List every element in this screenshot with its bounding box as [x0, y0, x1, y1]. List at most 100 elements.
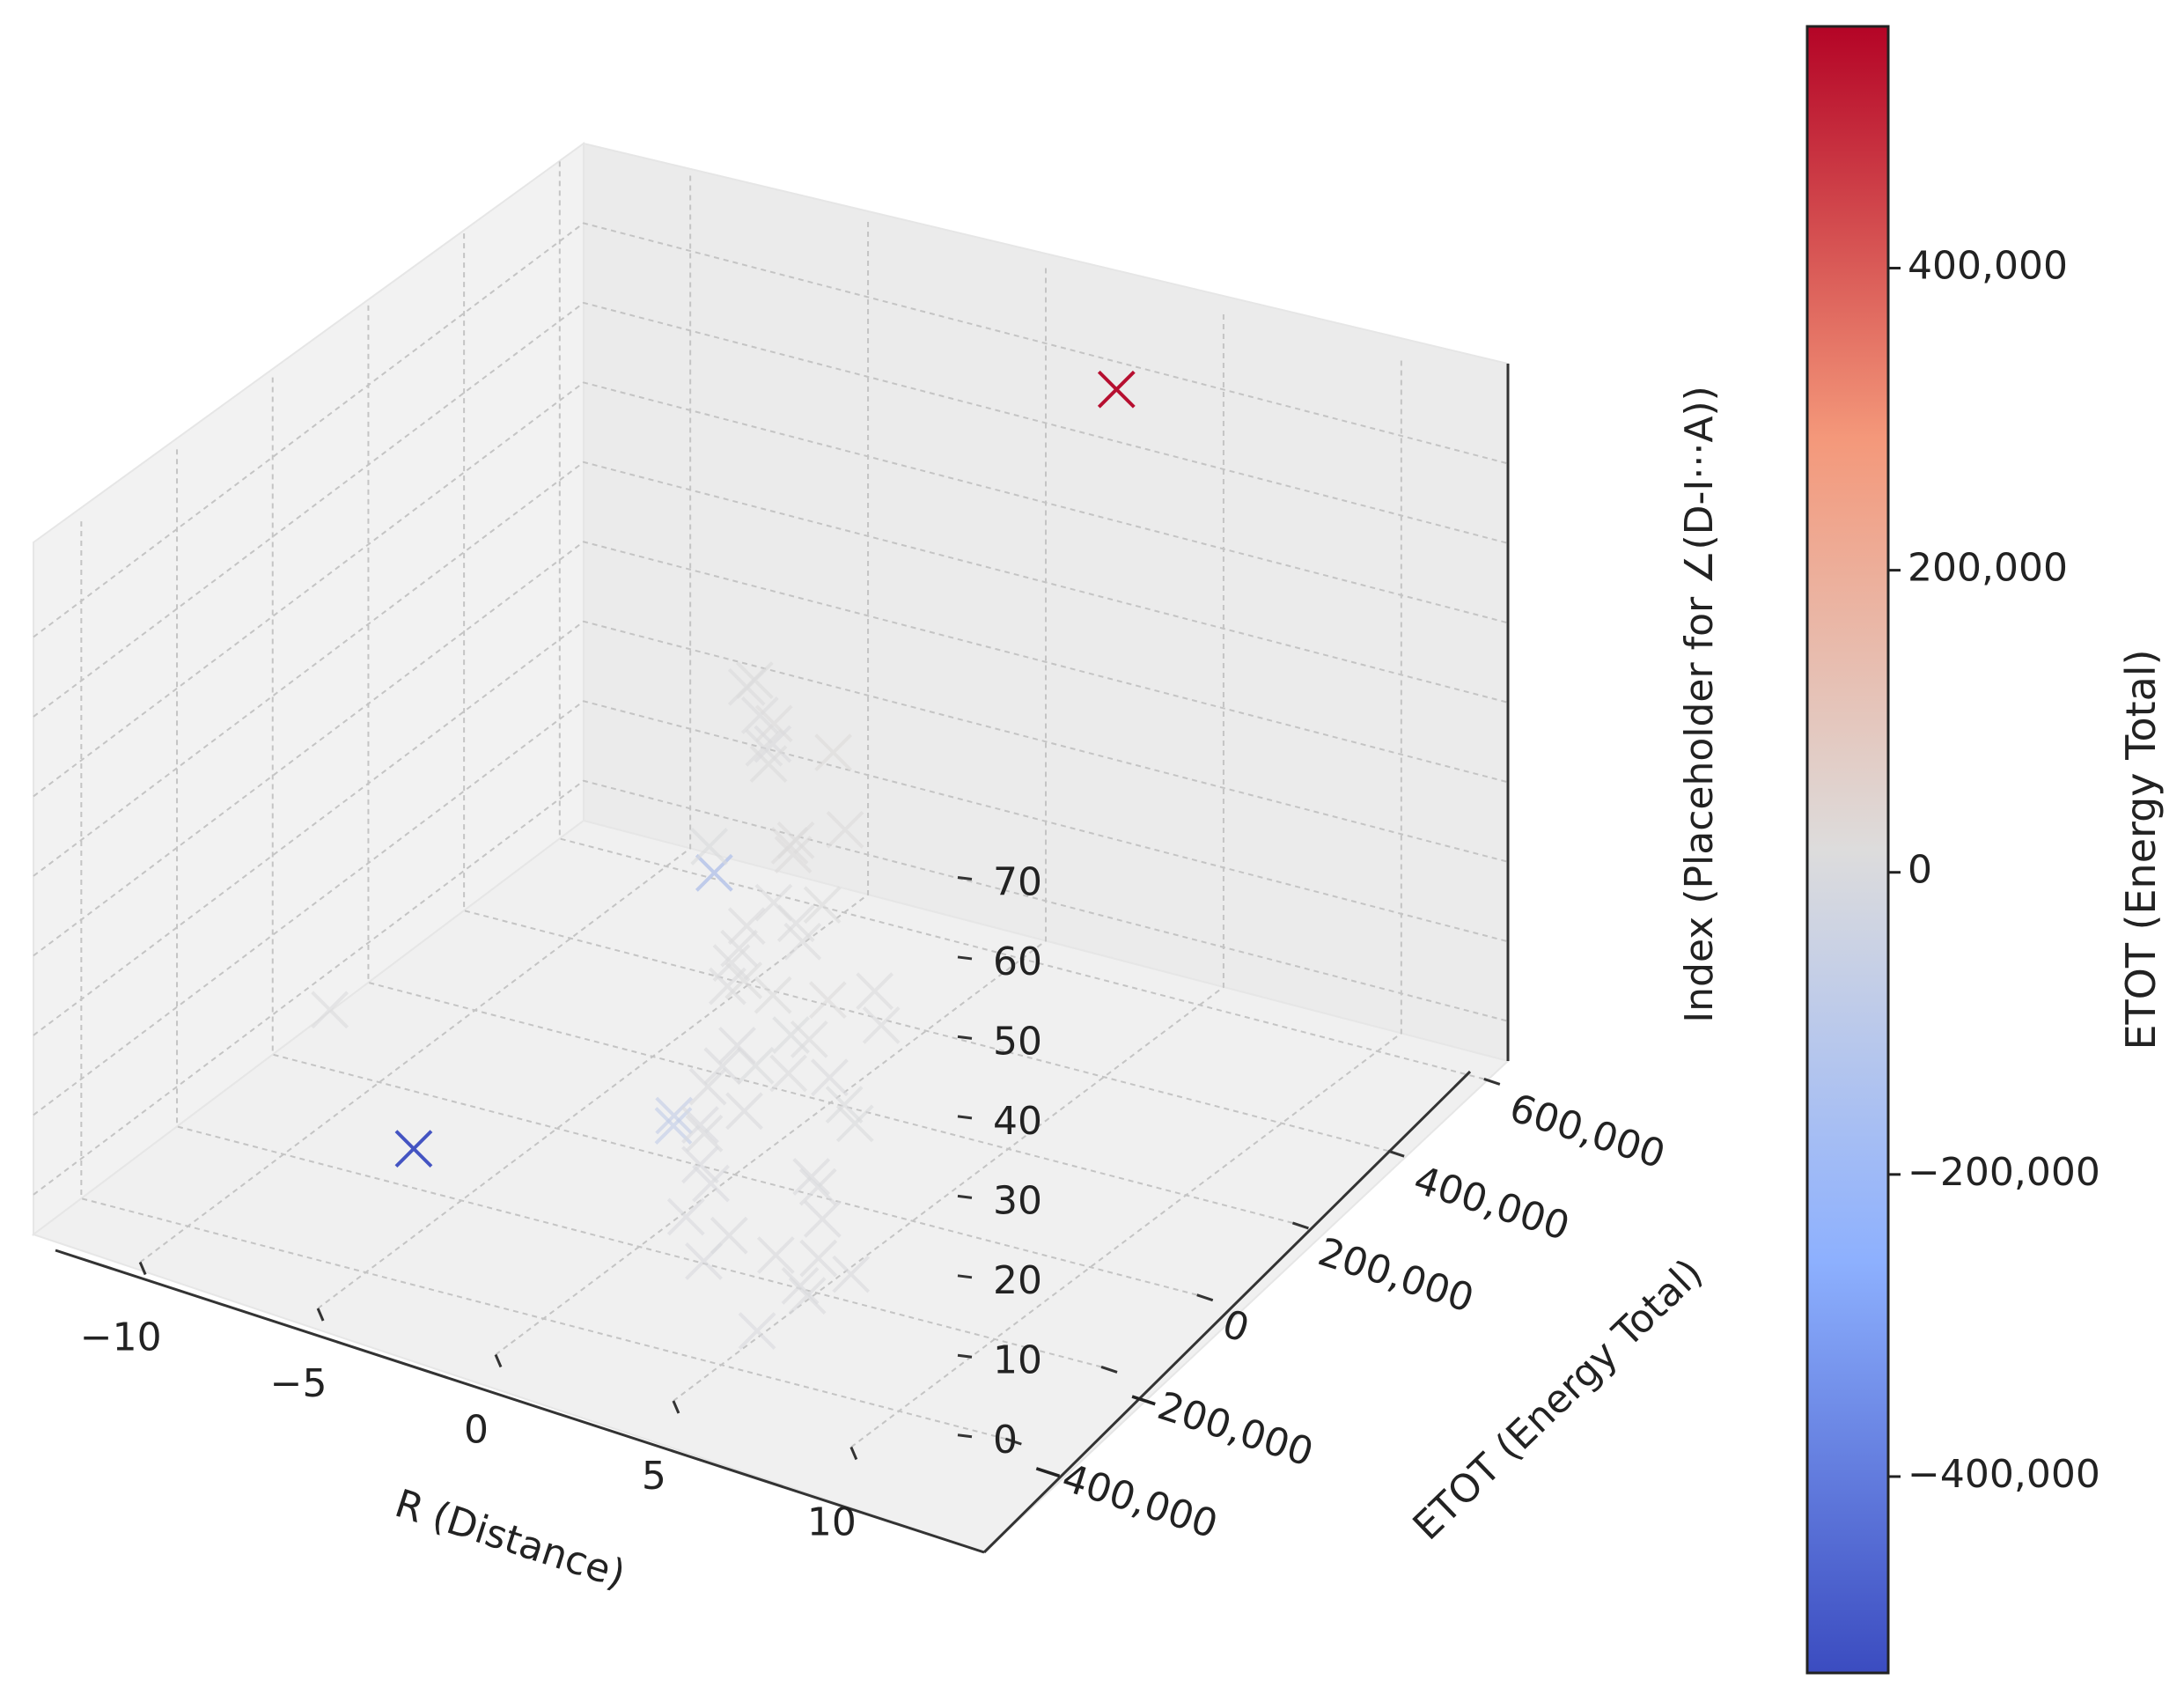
scatter-point [666, 1197, 705, 1236]
y-tick-mark [1100, 1365, 1118, 1374]
grid-line-z [33, 541, 1509, 957]
scatter-point [825, 1086, 864, 1124]
grid-line-x [673, 310, 1224, 1402]
scatter-point [835, 1104, 874, 1143]
x-tick-mark [138, 1261, 147, 1276]
grid-line-x [317, 217, 870, 1309]
x-tick-label: 10 [807, 1500, 857, 1545]
scatter-point [688, 1067, 727, 1106]
grid-line-z [33, 301, 1509, 718]
scatter-point [826, 810, 864, 849]
scatter-point [832, 1255, 871, 1293]
z-tick-label: 20 [993, 1258, 1042, 1303]
grid-line-z [33, 779, 1509, 1196]
z-tick-mark [957, 1274, 973, 1279]
z-tick-mark [957, 875, 973, 880]
x-axis-line [55, 1249, 985, 1554]
scatter-point [681, 1146, 719, 1184]
scatter-point [690, 828, 729, 866]
panes [31, 142, 1511, 1554]
y-tick-label: 600,000 [1504, 1086, 1671, 1178]
grid-line-z [33, 700, 1509, 1116]
grid-line-z [33, 222, 1509, 638]
colorbar-tick-label: 400,000 [1908, 243, 2068, 288]
colorbar-ticks: −400,000 −200,000 0 200,000 400,000 [1888, 243, 2100, 1497]
z-tick-label: 60 [993, 939, 1042, 984]
z-tick-label: 10 [993, 1337, 1042, 1382]
scatter-point [738, 1312, 776, 1350]
scatter-point [655, 1096, 694, 1135]
scatter-point [781, 1266, 820, 1305]
scatter-point [756, 1236, 795, 1274]
z-tick-mark [957, 1035, 973, 1040]
scatter-point [727, 907, 766, 946]
scatter-point [692, 1164, 730, 1203]
grid-line-x [139, 171, 692, 1264]
y-tick-mark [1387, 1149, 1405, 1158]
x-tick-label: −5 [270, 1361, 327, 1406]
z-tick-mark [957, 1353, 973, 1359]
scatter-point [790, 1020, 828, 1058]
colorbar-tick-label: 0 [1908, 848, 1932, 893]
colorbar: −400,000 −200,000 0 200,000 400,000 ETOT (En… [1805, 25, 2165, 1675]
x-tick-mark [316, 1308, 325, 1322]
z-tick-mark [957, 955, 973, 961]
z-tick-label: 0 [993, 1418, 1018, 1463]
x-axis-title: R (Distance) [390, 1481, 631, 1597]
x-tick-label: 5 [642, 1454, 666, 1499]
scatter-point [685, 1242, 723, 1280]
y-tick-mark [1004, 1437, 1022, 1446]
scatter-point [1097, 370, 1136, 409]
z-tick-label: 40 [993, 1099, 1042, 1144]
grid-lines [33, 161, 1509, 1448]
scatter-point [774, 836, 813, 873]
y-tick-label: 400,000 [1408, 1158, 1575, 1250]
colorbar-title: ETOT (Energy Total) [2117, 649, 2165, 1050]
z-tick-mark [957, 1115, 973, 1120]
scatter-point [811, 1058, 849, 1097]
scatter-point [681, 1106, 719, 1145]
scatter-point [745, 728, 783, 767]
y-tick-label: −400,000 [1026, 1446, 1223, 1548]
grid-line-z [33, 381, 1509, 798]
scatter-point [803, 886, 842, 925]
z-tick-label: 30 [993, 1178, 1042, 1223]
grid-line-y [558, 161, 1485, 1080]
colorbar-tick-label: 200,000 [1908, 546, 2068, 591]
scatter-point [703, 1047, 742, 1086]
z-tick-mark [957, 1433, 973, 1439]
y-tick-label: 200,000 [1313, 1229, 1479, 1322]
scatter-point [792, 1158, 831, 1196]
scatter-point [394, 1130, 433, 1168]
scatter-point [808, 981, 847, 1020]
scatter-point [311, 991, 349, 1029]
scatter-point [712, 944, 751, 982]
grid-line-y [367, 305, 1293, 1224]
y-tick-mark [1291, 1221, 1309, 1230]
scatter-point [754, 976, 792, 1014]
colorbar-tick-label: −200,000 [1908, 1150, 2100, 1195]
z-tick-mark [957, 1194, 973, 1199]
z-axis-title: Index (Placeholder for ∠(D-I···A)) [1677, 386, 1722, 1023]
scatter-point [856, 972, 894, 1011]
scatter-point [783, 922, 822, 961]
x-tick-mark [494, 1353, 503, 1368]
z-tick-label: 50 [993, 1019, 1042, 1064]
grid-line-y [80, 521, 1006, 1440]
grid-line-x [495, 263, 1047, 1356]
scatter-point [769, 1054, 808, 1093]
grid-line-y [463, 233, 1389, 1153]
scatter-point [718, 1026, 756, 1065]
grid-line-y [176, 449, 1102, 1368]
scatter-point [685, 1114, 724, 1153]
scatter-point [736, 661, 774, 699]
scatter-point [814, 733, 852, 772]
scatter-point [803, 1200, 842, 1238]
scatter-points [311, 370, 1136, 1350]
x-tick-label: −10 [80, 1315, 162, 1360]
scatter-point [725, 1092, 763, 1131]
scatter-point [776, 821, 815, 859]
grid-line-z [33, 460, 1509, 877]
y-tick-mark [1483, 1078, 1501, 1086]
